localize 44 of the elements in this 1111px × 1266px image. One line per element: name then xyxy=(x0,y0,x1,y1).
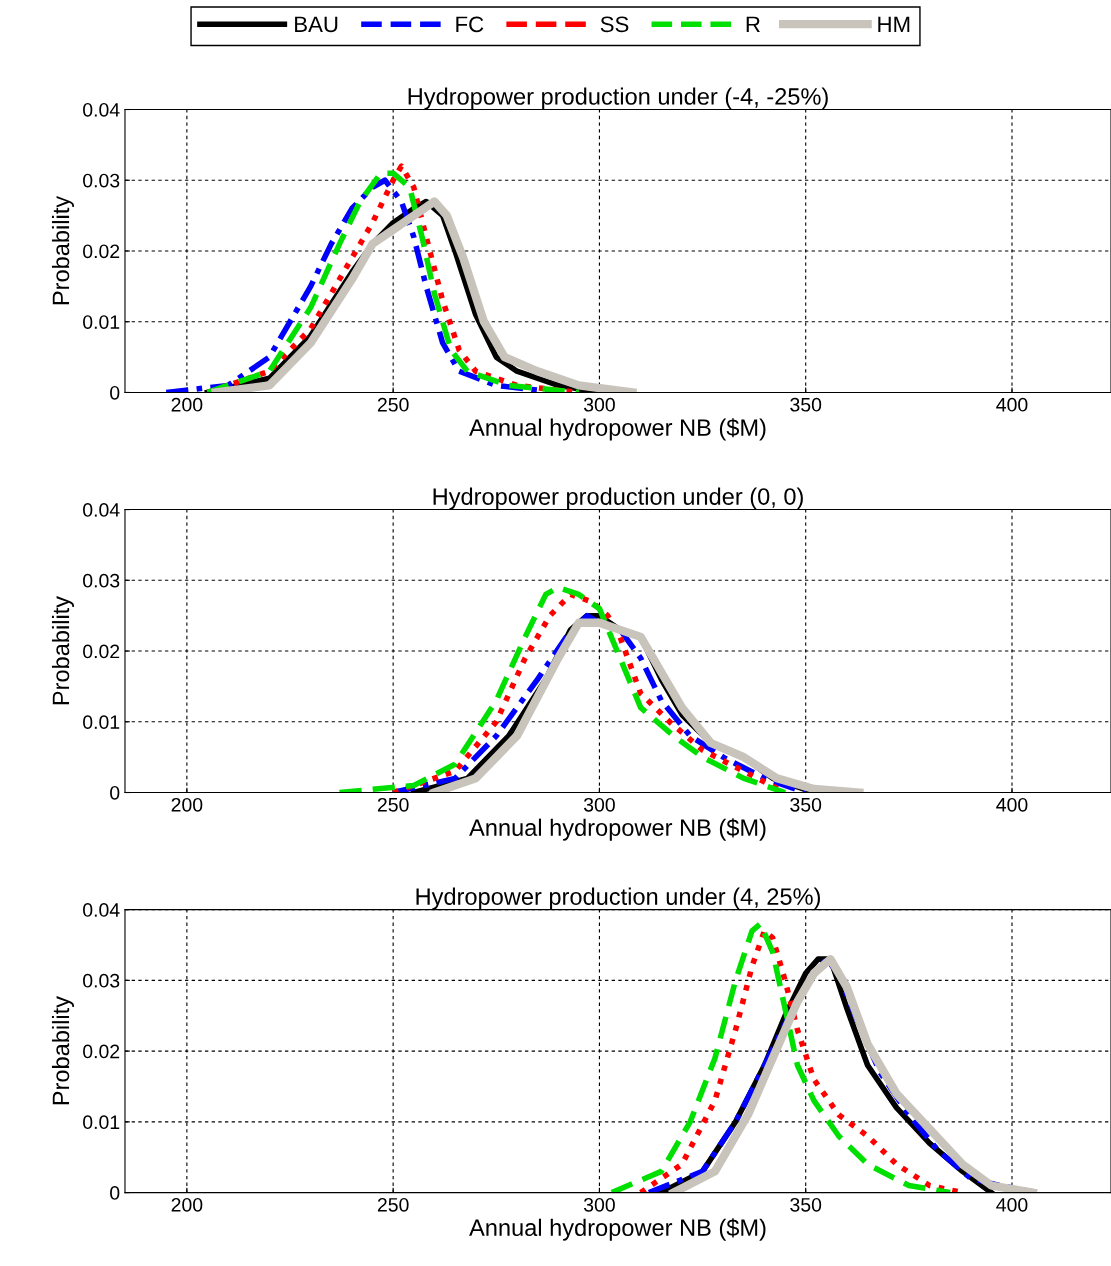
x-tick-label: 200 xyxy=(171,797,203,812)
x-tick-label: 250 xyxy=(377,797,409,812)
x-tick-label: 300 xyxy=(583,397,615,412)
x-tick-label: 350 xyxy=(790,1197,822,1212)
y-tick-label: 0.04 xyxy=(83,102,120,117)
y-tick-label: 0.03 xyxy=(83,973,120,988)
legend-label: FC xyxy=(456,16,484,33)
x-tick-label: 350 xyxy=(790,797,822,812)
x-axis-title: Annual hydropower NB ($M) xyxy=(469,1218,766,1241)
y-axis-title: Probability xyxy=(51,195,74,305)
chart-title: Hydropower production under (0, 0) xyxy=(433,487,803,510)
x-tick-label: 250 xyxy=(377,397,409,412)
y-tick-label: 0.01 xyxy=(83,1115,120,1130)
y-tick-label: 0 xyxy=(110,1186,120,1200)
y-tick-label: 0.03 xyxy=(83,173,120,188)
y-tick-label: 0.02 xyxy=(83,1044,120,1059)
x-tick-label: 400 xyxy=(996,797,1028,812)
x-tick-label: 400 xyxy=(996,1197,1028,1212)
x-tick-label: 350 xyxy=(790,397,822,412)
x-tick-label: 250 xyxy=(377,1197,409,1212)
x-axis-title: Annual hydropower NB ($M) xyxy=(469,818,766,841)
y-tick-label: 0 xyxy=(110,385,120,400)
y-axis-title: Probability xyxy=(51,595,74,705)
legend-label: R xyxy=(746,16,760,32)
chart-title: Hydropower production under (-4, -25%) xyxy=(408,87,828,110)
x-tick-label: 200 xyxy=(171,1197,203,1212)
chart-title: Hydropower production under (4, 25%) xyxy=(416,887,820,910)
x-axis-title: Annual hydropower NB ($M) xyxy=(469,418,766,441)
x-tick-label: 300 xyxy=(583,797,615,812)
x-tick-label: 400 xyxy=(996,397,1028,412)
legend-label: SS xyxy=(600,16,629,33)
y-tick-label: 0.04 xyxy=(83,903,120,917)
y-tick-label: 0.02 xyxy=(83,244,120,259)
x-tick-label: 300 xyxy=(583,1197,615,1212)
y-tick-label: 0.01 xyxy=(83,715,120,730)
x-tick-label: 200 xyxy=(171,397,203,412)
y-axis-title: Probability xyxy=(51,996,74,1105)
y-tick-label: 0 xyxy=(110,785,120,800)
y-tick-label: 0.04 xyxy=(83,503,120,517)
y-tick-label: 0.02 xyxy=(83,644,120,659)
legend-label: BAU xyxy=(295,16,338,33)
y-tick-label: 0.01 xyxy=(83,315,120,329)
y-tick-label: 0.03 xyxy=(83,573,120,588)
legend-label: HM xyxy=(878,16,910,32)
